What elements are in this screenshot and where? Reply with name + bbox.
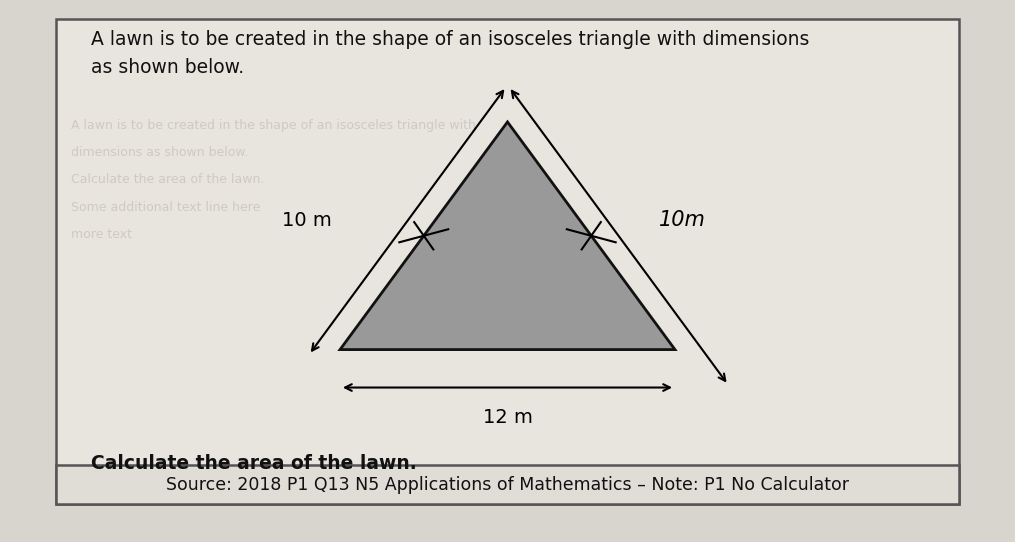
Text: more text: more text xyxy=(71,228,132,241)
Text: dimensions as shown below.: dimensions as shown below. xyxy=(71,146,249,159)
Text: Source: 2018 P1 Q13 N5 Applications of Mathematics – Note: P1 No Calculator: Source: 2018 P1 Q13 N5 Applications of M… xyxy=(166,475,849,494)
FancyBboxPatch shape xyxy=(56,19,959,504)
Text: A lawn is to be created in the shape of an isosceles triangle with: A lawn is to be created in the shape of … xyxy=(71,119,476,132)
FancyBboxPatch shape xyxy=(56,465,959,504)
Text: A lawn is to be created in the shape of an isosceles triangle with dimensions
as: A lawn is to be created in the shape of … xyxy=(91,30,810,77)
Text: Calculate the area of the lawn.: Calculate the area of the lawn. xyxy=(71,173,265,186)
Text: 10 m: 10 m xyxy=(282,211,332,230)
Text: Some additional text line here: Some additional text line here xyxy=(71,201,261,214)
Text: Calculate the area of the lawn.: Calculate the area of the lawn. xyxy=(91,454,417,473)
Text: 12 m: 12 m xyxy=(482,408,533,427)
Polygon shape xyxy=(340,122,675,350)
Text: 10m: 10m xyxy=(659,210,706,230)
